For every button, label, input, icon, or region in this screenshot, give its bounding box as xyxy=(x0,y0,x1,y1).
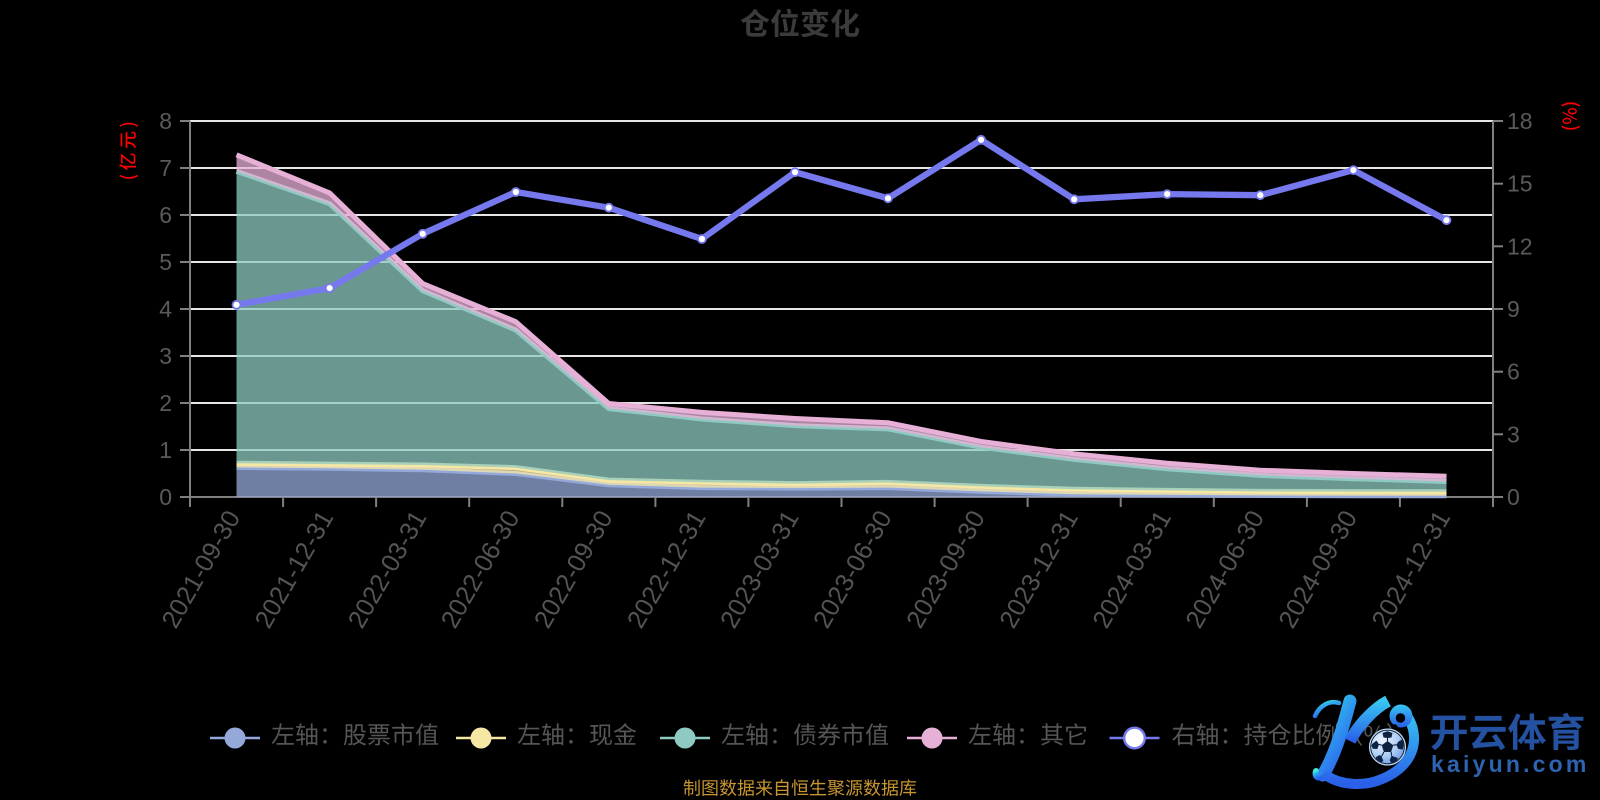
svg-text:4: 4 xyxy=(159,296,172,322)
svg-text:3: 3 xyxy=(1507,421,1520,447)
svg-text:1: 1 xyxy=(159,437,172,463)
svg-text:0: 0 xyxy=(159,484,172,510)
svg-text:15: 15 xyxy=(1507,171,1533,197)
svg-text:2: 2 xyxy=(159,390,172,416)
svg-text:6: 6 xyxy=(1507,359,1520,385)
svg-text:0: 0 xyxy=(1507,484,1520,510)
svg-text:5: 5 xyxy=(159,249,172,275)
svg-text:18: 18 xyxy=(1507,108,1533,134)
svg-text:9: 9 xyxy=(1507,296,1520,322)
svg-text:12: 12 xyxy=(1507,233,1533,259)
svg-text:kaiyun.com: kaiyun.com xyxy=(1431,751,1590,777)
svg-text:3: 3 xyxy=(159,343,172,369)
svg-text:7: 7 xyxy=(159,155,172,181)
svg-text:8: 8 xyxy=(159,108,172,134)
svg-text:6: 6 xyxy=(159,202,172,228)
